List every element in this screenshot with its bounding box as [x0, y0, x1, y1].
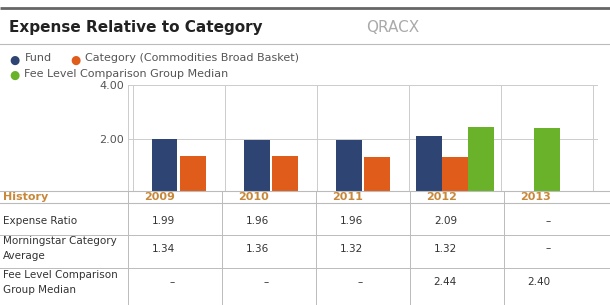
Bar	[272, 156, 298, 192]
Text: ●: ●	[9, 69, 20, 82]
Bar	[364, 157, 390, 192]
Text: 1.34: 1.34	[152, 244, 175, 253]
Text: –: –	[545, 244, 551, 253]
Text: ●: ●	[9, 53, 20, 66]
Text: 2.09: 2.09	[434, 216, 457, 226]
Text: 2.40: 2.40	[528, 277, 551, 287]
Text: Average: Average	[3, 251, 46, 261]
Text: 2011: 2011	[332, 192, 363, 202]
Text: 1.32: 1.32	[340, 244, 363, 253]
Text: 2010: 2010	[239, 192, 269, 202]
Bar	[468, 127, 493, 192]
Text: 1.99: 1.99	[152, 216, 175, 226]
Text: History: History	[3, 192, 48, 202]
Text: 1.36: 1.36	[246, 244, 269, 253]
Bar	[534, 128, 560, 192]
Bar	[442, 157, 468, 192]
Text: 2009: 2009	[144, 192, 175, 202]
Text: 2.44: 2.44	[434, 277, 457, 287]
Text: 1.32: 1.32	[434, 244, 457, 253]
Text: –: –	[545, 216, 551, 226]
Bar	[244, 140, 270, 192]
Text: Group Median: Group Median	[3, 285, 76, 295]
Text: Fund: Fund	[24, 53, 51, 63]
Text: Expense Relative to Category: Expense Relative to Category	[9, 20, 263, 35]
Text: Category (Commodities Broad Basket): Category (Commodities Broad Basket)	[85, 53, 300, 63]
Text: 2012: 2012	[426, 192, 457, 202]
Text: 1.96: 1.96	[340, 216, 363, 226]
Text: –: –	[357, 277, 363, 287]
Text: –: –	[170, 277, 175, 287]
Bar	[417, 136, 442, 192]
Bar	[152, 139, 178, 192]
Text: 1.96: 1.96	[246, 216, 269, 226]
Bar	[336, 140, 362, 192]
Text: –: –	[264, 277, 269, 287]
Bar	[180, 156, 206, 192]
Text: 2013: 2013	[520, 192, 551, 202]
Text: Fee Level Comparison: Fee Level Comparison	[3, 270, 118, 279]
Text: Morningstar Category: Morningstar Category	[3, 236, 117, 246]
Text: Fee Level Comparison Group Median: Fee Level Comparison Group Median	[24, 69, 229, 79]
Text: ●: ●	[70, 53, 81, 66]
Text: Expense Ratio: Expense Ratio	[3, 216, 77, 226]
Text: QRACX: QRACX	[366, 20, 419, 35]
